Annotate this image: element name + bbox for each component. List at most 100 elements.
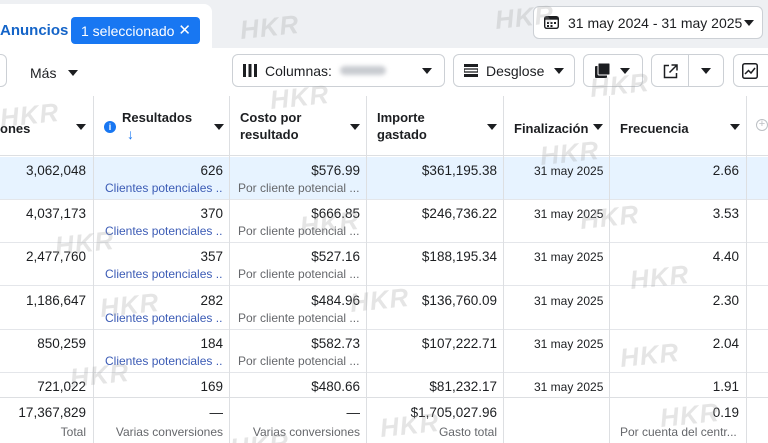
more-label: Más bbox=[30, 65, 57, 81]
more-button[interactable]: Más bbox=[30, 65, 79, 81]
cell-cost-sub: Por cliente potencial ... bbox=[238, 354, 360, 368]
cell-cost-sub: Por cliente potencial ... bbox=[238, 267, 360, 281]
cell-impressions: 850,259 bbox=[37, 336, 86, 351]
cell-cost: $666.85 bbox=[311, 206, 360, 221]
table-row[interactable]: 721,022 169 $480.66 $81,232.17 31 may 2025 1.… bbox=[0, 373, 768, 416]
header-frequency[interactable]: Frecuencia bbox=[620, 121, 689, 136]
total-spent: $1,705,027.96 bbox=[410, 405, 497, 420]
cell-impressions: 2,477,760 bbox=[25, 249, 86, 264]
column-divider bbox=[93, 96, 94, 443]
cell-results-sub[interactable]: Clientes potenciales ... bbox=[105, 311, 223, 325]
cell-spent: $246,736.22 bbox=[421, 206, 497, 221]
external-link-icon bbox=[663, 64, 678, 79]
chevron-down-icon bbox=[68, 70, 79, 76]
cell-results: 626 bbox=[200, 163, 223, 178]
column-divider bbox=[746, 96, 747, 443]
sort-caret-icon[interactable] bbox=[730, 124, 740, 130]
cell-spent: $81,232.17 bbox=[429, 379, 497, 394]
header-cost-line1[interactable]: Costo por bbox=[240, 110, 302, 125]
header-results[interactable]: Resultados bbox=[122, 110, 193, 125]
cell-spent: $107,222.71 bbox=[421, 336, 497, 351]
total-impressions-label: Total bbox=[60, 425, 86, 439]
cell-cost: $480.66 bbox=[311, 379, 360, 394]
cell-results-sub[interactable]: Clientes potenciales ... bbox=[105, 181, 223, 195]
column-divider bbox=[609, 96, 610, 443]
cell-end-date: 31 may 2025 bbox=[534, 337, 604, 351]
cell-frequency: 1.91 bbox=[712, 379, 739, 394]
table-row[interactable]: 3,062,048 626 Clientes potenciales ... $576… bbox=[0, 157, 768, 200]
ads-tab-label: Anuncios bbox=[0, 22, 69, 39]
cell-frequency: 4.40 bbox=[712, 249, 739, 264]
cell-results-sub[interactable]: Clientes potenciales ... bbox=[105, 224, 223, 238]
cell-end-date: 31 may 2025 bbox=[534, 294, 604, 308]
sort-caret-icon[interactable] bbox=[487, 124, 497, 130]
sort-caret-icon[interactable] bbox=[76, 124, 86, 130]
total-spent-label: Gasto total bbox=[438, 425, 497, 439]
sort-caret-icon[interactable] bbox=[593, 124, 603, 130]
total-cost: — bbox=[346, 405, 361, 420]
chart-toggle-button[interactable] bbox=[733, 54, 768, 87]
column-divider bbox=[229, 96, 230, 443]
close-icon[interactable]: ✕ bbox=[178, 22, 191, 39]
cell-results-sub[interactable]: Clientes potenciales ... bbox=[105, 354, 223, 368]
cell-end-date: 31 may 2025 bbox=[534, 250, 604, 264]
top-bar: Anuncios 1 seleccionado ✕ 31 may 2024 - … bbox=[0, 0, 768, 48]
total-cost-label: Varias conversiones bbox=[252, 425, 360, 439]
table-row[interactable]: 850,259 184 Clientes potenciales ... $582.7… bbox=[0, 330, 768, 373]
cell-results-sub[interactable]: Clientes potenciales ... bbox=[105, 267, 223, 281]
cell-end-date: 31 may 2025 bbox=[534, 380, 604, 394]
cell-impressions: 4,037,173 bbox=[25, 206, 86, 221]
cell-cost-sub: Por cliente potencial ... bbox=[238, 224, 360, 238]
cell-cost: $527.16 bbox=[311, 249, 360, 264]
cell-spent: $136,760.09 bbox=[421, 293, 497, 308]
cell-end-date: 31 may 2025 bbox=[534, 164, 604, 178]
chevron-down-icon[interactable] bbox=[701, 68, 711, 74]
ads-tab[interactable]: Anuncios 1 seleccionado ✕ bbox=[0, 4, 212, 48]
table-header: ones i Resultados ↓ Costo por resultado … bbox=[0, 96, 768, 156]
trend-chart-icon bbox=[742, 63, 758, 79]
calendar-icon bbox=[544, 16, 559, 29]
filter-box-edge[interactable] bbox=[0, 54, 7, 87]
info-icon[interactable]: i bbox=[104, 121, 116, 133]
cell-frequency: 2.66 bbox=[712, 163, 739, 178]
sort-caret-icon[interactable] bbox=[214, 124, 224, 130]
sort-caret-icon[interactable] bbox=[350, 124, 360, 130]
sort-down-arrow-icon: ↓ bbox=[127, 126, 134, 142]
date-range-button[interactable]: 31 may 2024 - 31 may 2025 bbox=[533, 6, 763, 39]
selection-chip[interactable]: 1 seleccionado ✕ bbox=[71, 17, 200, 44]
columns-button[interactable]: Columnas: bbox=[232, 54, 445, 87]
chevron-down-icon bbox=[422, 68, 432, 74]
add-column-icon[interactable]: + bbox=[756, 119, 768, 131]
table-row[interactable]: 2,477,760 357 Clientes potenciales ... $527… bbox=[0, 243, 768, 286]
breakdown-button[interactable]: Desglose bbox=[453, 54, 575, 87]
cell-results: 282 bbox=[200, 293, 223, 308]
total-frequency: 0.19 bbox=[712, 405, 739, 420]
header-end[interactable]: Finalización bbox=[514, 121, 589, 136]
cell-results: 184 bbox=[200, 336, 223, 351]
reports-button[interactable] bbox=[583, 54, 643, 87]
chevron-down-icon bbox=[554, 68, 564, 74]
cell-results: 169 bbox=[200, 379, 223, 394]
split-divider bbox=[688, 55, 689, 86]
cell-cost-sub: Por cliente potencial ... bbox=[238, 311, 360, 325]
header-impressions[interactable]: ones bbox=[0, 121, 31, 136]
columns-label: Columnas: bbox=[265, 62, 332, 79]
cell-impressions: 3,062,048 bbox=[25, 163, 86, 178]
breakdown-label: Desglose bbox=[486, 62, 545, 79]
chevron-down-icon bbox=[620, 68, 630, 74]
cell-impressions: 721,022 bbox=[37, 379, 86, 394]
cell-impressions: 1,186,647 bbox=[25, 293, 86, 308]
cell-end-date: 31 may 2025 bbox=[534, 207, 604, 221]
header-cost-line2[interactable]: resultado bbox=[240, 127, 299, 142]
column-divider bbox=[366, 96, 367, 443]
table-row[interactable]: 4,037,173 370 Clientes potenciales ... $666… bbox=[0, 200, 768, 243]
table-row[interactable]: 1,186,647 282 Clientes potenciales ... $484… bbox=[0, 287, 768, 330]
reports-icon bbox=[595, 63, 611, 78]
cell-cost: $582.73 bbox=[311, 336, 360, 351]
header-spent-line1[interactable]: Importe bbox=[377, 110, 425, 125]
total-frequency-label: Por cuenta del centr... bbox=[620, 425, 737, 439]
cell-results: 370 bbox=[200, 206, 223, 221]
export-button[interactable] bbox=[651, 54, 724, 87]
cell-cost-sub: Por cliente potencial ... bbox=[238, 181, 360, 195]
header-spent-line2[interactable]: gastado bbox=[377, 127, 427, 142]
